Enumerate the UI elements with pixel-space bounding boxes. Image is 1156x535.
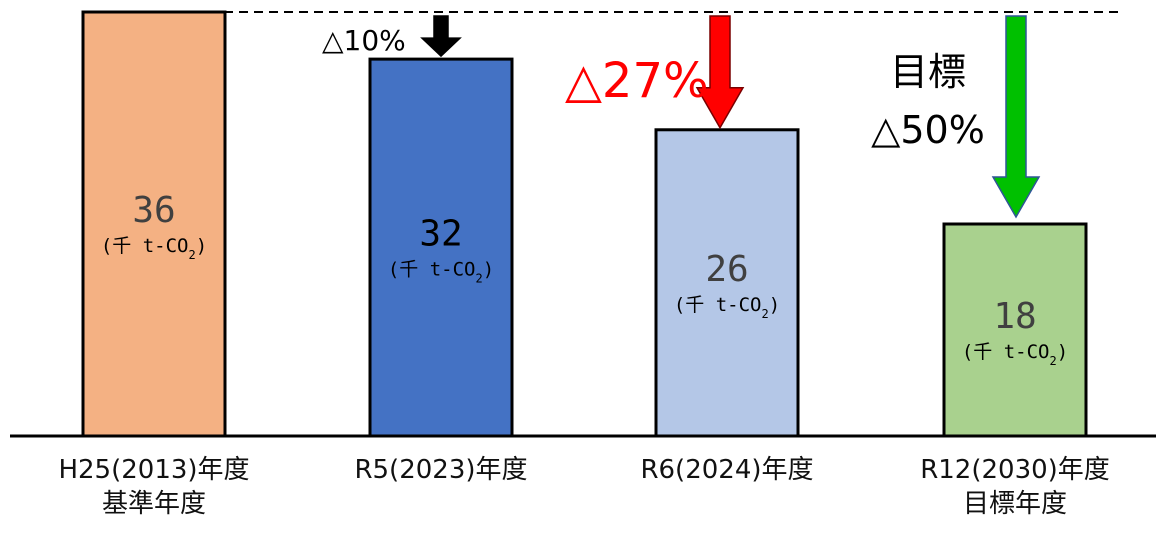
- annotation-text-1: △10%: [322, 24, 406, 57]
- decrease-arrow-3: [991, 15, 1041, 219]
- unit-label-3: (千 t-CO2): [962, 341, 1068, 368]
- category-label-3-0: R12(2030)年度: [920, 455, 1110, 485]
- annotation-text-3-1: △50%: [871, 108, 985, 152]
- category-label-0-1: 基準年度: [102, 489, 206, 519]
- bar-1: [368, 57, 514, 438]
- unit-label-2: (千 t-CO2): [674, 294, 780, 321]
- bar-2: [654, 128, 800, 438]
- category-label-0-0: H25(2013)年度: [58, 455, 249, 485]
- unit-label-0: (千 t-CO2): [101, 235, 207, 262]
- bar-0: [81, 10, 227, 438]
- value-label-0: 36: [132, 190, 175, 231]
- value-label-3: 18: [993, 296, 1036, 337]
- category-label-2-0: R6(2024)年度: [640, 455, 813, 485]
- decrease-arrow-2: [695, 15, 745, 130]
- unit-label-1: (千 t-CO2): [388, 259, 494, 286]
- decrease-arrow-1: [420, 15, 462, 58]
- value-label-1: 32: [419, 214, 462, 255]
- annotation-text-3-0: 目標: [890, 50, 966, 94]
- category-label-1-0: R5(2023)年度: [354, 455, 527, 485]
- annotation-text-2: △27%: [565, 53, 709, 109]
- bar-3: [942, 222, 1088, 438]
- category-label-3-1: 目標年度: [963, 489, 1067, 519]
- value-label-2: 26: [705, 249, 748, 290]
